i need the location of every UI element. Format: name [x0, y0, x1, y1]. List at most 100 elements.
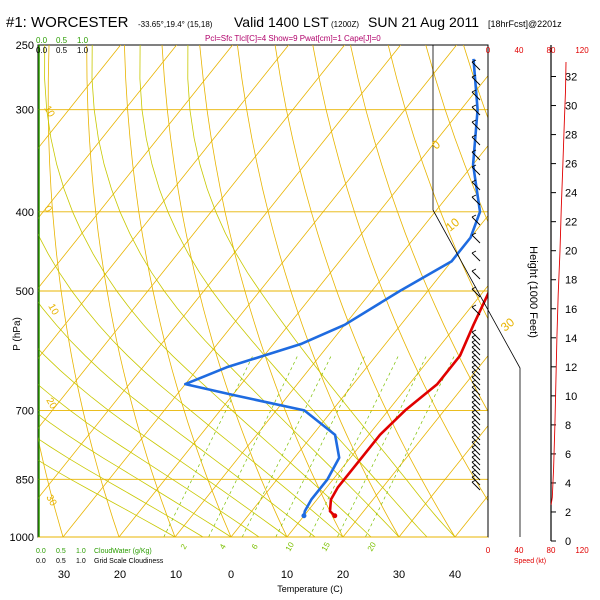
wind-barb-flag — [471, 414, 477, 418]
station-title: #1: WORCESTER — [6, 14, 129, 31]
height-tick-label: 20 — [565, 246, 577, 258]
dry-adiabat-line — [47, 45, 120, 537]
pressure-tick-label: 1000 — [10, 532, 34, 544]
speed-tick-label-bottom: 40 — [515, 546, 524, 555]
wind-barb — [471, 376, 481, 386]
pressure-tick-label: 400 — [16, 207, 34, 219]
dry-adiabat-line — [577, 45, 600, 537]
moist-adiabat-line — [139, 45, 428, 537]
wind-barb — [471, 151, 481, 161]
wind-barb-flag — [471, 232, 477, 236]
dry-adiabat-line — [539, 45, 600, 537]
wind-barb-flag — [471, 89, 477, 93]
mixing-ratio-line — [241, 355, 332, 537]
dry-adiabat-line — [124, 45, 232, 537]
wind-barb — [471, 401, 481, 411]
bottom-black-scale-label: Grid Scale Cloudiness — [94, 558, 164, 565]
wind-barb — [471, 252, 481, 262]
wind-barb — [471, 288, 481, 298]
height-tick-label: 8 — [565, 420, 571, 432]
wind-barb-flag — [471, 359, 477, 363]
dry-adiabat-line — [312, 45, 488, 502]
height-tick-label: 22 — [565, 217, 577, 229]
wind-barb-flag — [471, 439, 477, 443]
wind-barb-flag — [471, 419, 477, 423]
height-tick-label: 24 — [565, 188, 577, 200]
isotherm-label: 20 — [43, 396, 58, 412]
wind-barb — [471, 471, 481, 481]
wind-barb-flag — [471, 104, 477, 108]
wind-barb-flag — [471, 429, 477, 433]
wind-barb-flag — [471, 304, 477, 308]
mixing-ratio-line — [208, 355, 298, 537]
wind-barb-flag — [471, 134, 477, 138]
wind-barb — [471, 234, 481, 244]
dry-adiabat-line — [237, 45, 400, 537]
wind-barb — [471, 121, 481, 131]
temperature-tick-label: 30 — [393, 569, 405, 581]
mixing-ratio-line — [365, 355, 455, 537]
wind-barb-flag — [471, 339, 477, 343]
moist-adiabat-line — [38, 413, 232, 537]
wind-barb — [471, 356, 481, 366]
pressure-tick-label: 250 — [16, 40, 34, 52]
wind-barb — [471, 76, 481, 86]
pressure-tick-label: 850 — [16, 474, 34, 486]
speed-tick-label-bottom: 80 — [547, 546, 556, 555]
wind-barb — [471, 346, 481, 356]
wind-barb-flag — [471, 424, 477, 428]
adiabat-label: 30 — [498, 315, 517, 335]
moist-adiabat-line — [38, 438, 204, 537]
top-green-scale-2: 1.0 — [77, 36, 89, 45]
wind-barb — [471, 351, 481, 361]
height-tick-label: 4 — [565, 478, 571, 490]
height-tick-label: 12 — [565, 362, 577, 374]
isotherm-line — [38, 45, 177, 219]
temperature-tick-label: 0 — [228, 569, 234, 581]
wind-barb-flag — [471, 389, 477, 393]
bottom-green-scale-1: 0.5 — [56, 548, 66, 555]
wind-barb-flag — [471, 349, 477, 353]
pressure-tick-label: 300 — [16, 105, 34, 117]
height-tick-label: 14 — [565, 333, 577, 345]
wind-barb-flag — [471, 364, 477, 368]
wind-barb-flag — [471, 354, 477, 358]
height-tick-label: 0 — [565, 536, 571, 548]
surface-temperature-point — [332, 513, 338, 519]
top-black-scale-2: 1.0 — [77, 46, 89, 55]
mixing-ratio-label: 10 — [284, 540, 297, 553]
wind-barb-flag — [471, 469, 477, 473]
height-tick-label: 28 — [565, 130, 577, 142]
moist-adiabat-line — [38, 301, 316, 537]
wind-barb — [471, 411, 481, 421]
utc-time: (1200Z) — [331, 20, 359, 29]
wind-barb-flag — [471, 404, 477, 408]
wind-barb-flag — [471, 149, 477, 153]
wind-barb — [471, 436, 481, 446]
isotherm-label: 0 — [41, 204, 54, 215]
wind-barb-flag — [471, 214, 477, 218]
isotherm-line — [511, 45, 600, 537]
bottom-green-scale-0: 0.0 — [36, 548, 46, 555]
wind-barb-flag — [471, 369, 477, 373]
dry-adiabat-line — [425, 45, 488, 223]
mixing-ratio-line — [275, 355, 366, 537]
speed-tick-label-bottom: 120 — [575, 546, 589, 555]
wind-barb-flag — [471, 444, 477, 448]
temperature-tick-label: 20 — [337, 569, 349, 581]
bottom-black-scale-0: 0.0 — [36, 558, 46, 565]
top-green-scale-0: 0.0 — [36, 36, 48, 45]
moist-adiabat-line — [187, 45, 456, 537]
wind-barb-flag — [471, 74, 477, 78]
height-tick-label: 10 — [565, 391, 577, 403]
moist-adiabat-line — [38, 384, 260, 537]
speed-tick-label-top: 120 — [575, 46, 589, 55]
height-tick-label: 30 — [565, 101, 577, 113]
pressure-axis-label: P (hPa) — [12, 317, 23, 351]
wind-barb-flag — [471, 334, 477, 338]
wind-barb — [471, 416, 481, 426]
wind-barb — [471, 391, 481, 401]
surface-dewpoint-point — [301, 513, 307, 519]
